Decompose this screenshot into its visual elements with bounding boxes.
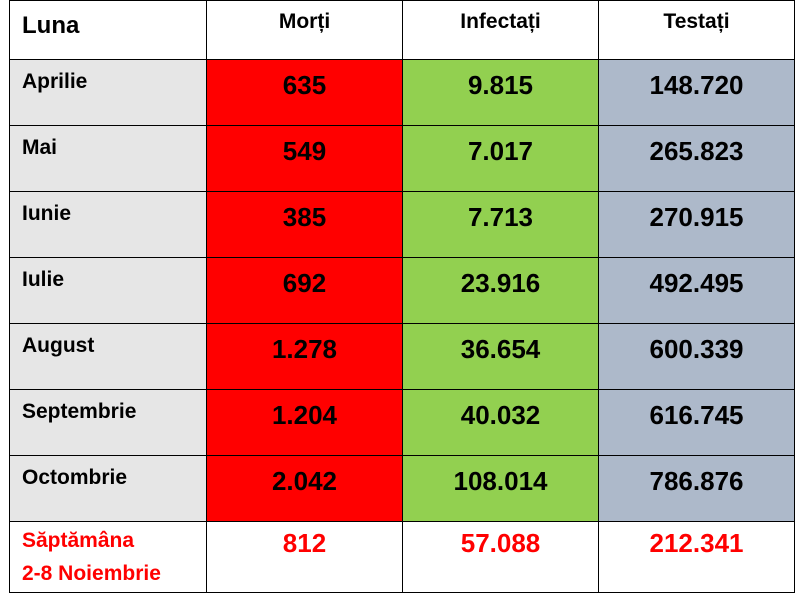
tested-cell: 148.720 [598,59,795,126]
table-row: Septembrie 1.204 40.032 616.745 [9,389,795,456]
table-row: August 1.278 36.654 600.339 [9,323,795,390]
header-month: Luna [9,0,207,60]
summary-row: Săptămâna 2-8 Noiembrie 812 57.088 212.3… [9,521,795,593]
infected-cell: 7.017 [402,125,599,192]
deaths-cell: 2.042 [206,455,403,522]
summary-label-line2: 2-8 Noiembrie [22,562,161,585]
tested-cell: 270.915 [598,191,795,258]
month-cell: Septembrie [9,389,207,456]
infected-cell: 36.654 [402,323,599,390]
deaths-cell: 635 [206,59,403,126]
month-cell: August [9,323,207,390]
summary-deaths-cell: 812 [206,521,403,593]
infected-cell: 40.032 [402,389,599,456]
table-row: Octombrie 2.042 108.014 786.876 [9,455,795,522]
covid-monthly-table: Luna Morți Infectați Testați Aprilie 635… [9,0,795,593]
deaths-cell: 549 [206,125,403,192]
summary-tested-cell: 212.341 [598,521,795,593]
table-row: Mai 549 7.017 265.823 [9,125,795,192]
tested-cell: 616.745 [598,389,795,456]
month-cell: Mai [9,125,207,192]
summary-label-cell: Săptămâna 2-8 Noiembrie [9,521,207,593]
deaths-cell: 1.204 [206,389,403,456]
table-row: Aprilie 635 9.815 148.720 [9,59,795,126]
header-infected: Infectați [402,0,599,60]
tested-cell: 492.495 [598,257,795,324]
infected-cell: 9.815 [402,59,599,126]
tested-cell: 265.823 [598,125,795,192]
deaths-cell: 1.278 [206,323,403,390]
month-cell: Iulie [9,257,207,324]
tested-cell: 600.339 [598,323,795,390]
deaths-cell: 692 [206,257,403,324]
month-cell: Octombrie [9,455,207,522]
table-row: Iulie 692 23.916 492.495 [9,257,795,324]
infected-cell: 108.014 [402,455,599,522]
infected-cell: 23.916 [402,257,599,324]
summary-infected-cell: 57.088 [402,521,599,593]
infected-cell: 7.713 [402,191,599,258]
month-cell: Aprilie [9,59,207,126]
header-tested: Testați [598,0,795,60]
table-row: Iunie 385 7.713 270.915 [9,191,795,258]
header-deaths: Morți [206,0,403,60]
tested-cell: 786.876 [598,455,795,522]
deaths-cell: 385 [206,191,403,258]
header-row: Luna Morți Infectați Testați [9,0,795,60]
summary-label-line1: Săptămâna [22,529,135,552]
month-cell: Iunie [9,191,207,258]
